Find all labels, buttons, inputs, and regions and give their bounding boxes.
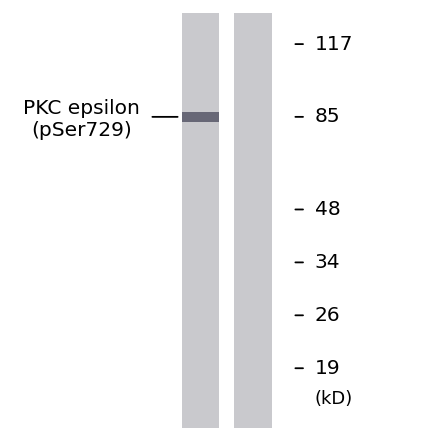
Bar [182, 13, 219, 428]
Text: PKC epsilon: PKC epsilon [23, 98, 140, 118]
Text: 34: 34 [315, 253, 340, 272]
Text: 117: 117 [315, 34, 353, 54]
Text: 19: 19 [315, 359, 340, 378]
Text: (pSer729): (pSer729) [31, 120, 132, 140]
Bar [182, 112, 219, 122]
Text: (kD): (kD) [315, 390, 353, 408]
Bar [234, 13, 271, 428]
Text: 26: 26 [315, 306, 340, 325]
Text: 85: 85 [315, 107, 340, 127]
Text: 48: 48 [315, 200, 341, 219]
